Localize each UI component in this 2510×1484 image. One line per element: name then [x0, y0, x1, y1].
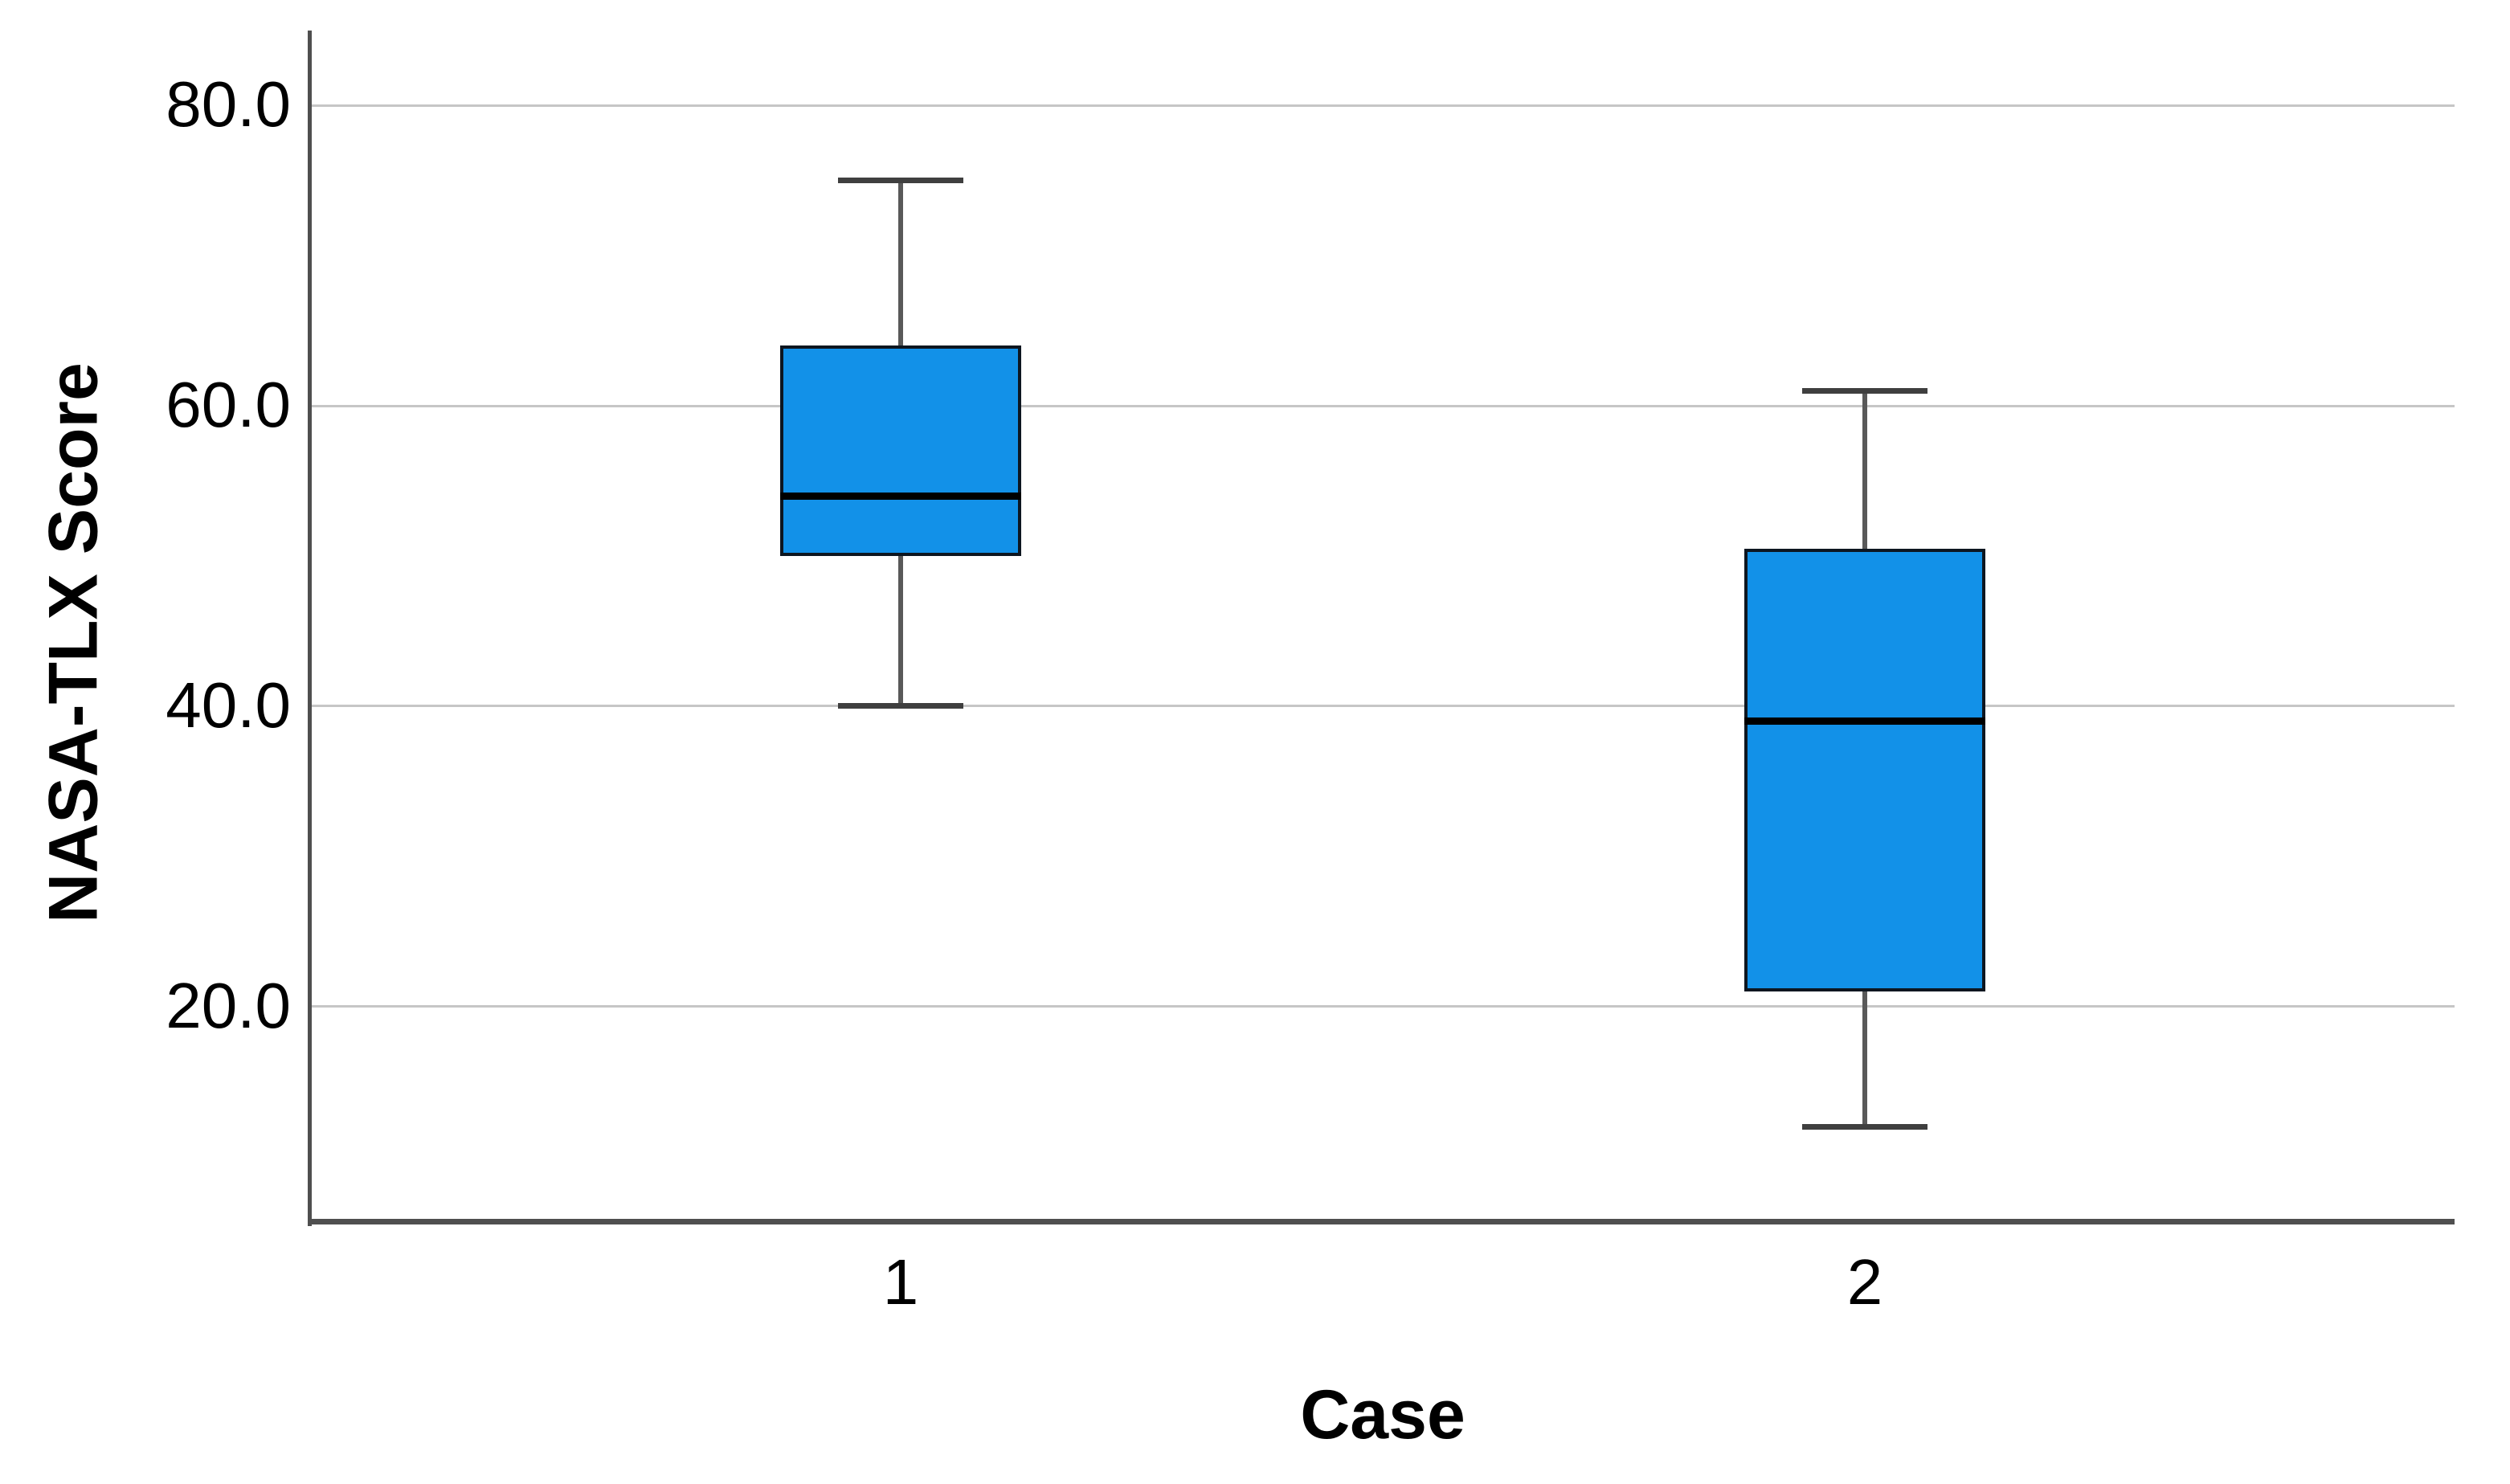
y-tick-label: 40.0: [166, 669, 291, 741]
whisker-bottom-stem-case-2: [1862, 991, 1867, 1126]
y-tick-label: 80.0: [166, 68, 291, 140]
box-body-case-1: [780, 345, 1021, 556]
whisker-top-stem-case-2: [1862, 391, 1867, 549]
grid-line-20: [311, 1005, 2455, 1008]
whisker-max-cap-case-2: [1802, 388, 1927, 394]
x-tick-label: 1: [882, 1246, 919, 1318]
grid-line-40: [311, 705, 2455, 707]
y-axis-line: [308, 31, 312, 1226]
whisker-bottom-stem-case-1: [898, 556, 903, 706]
x-axis-title: Case: [1300, 1376, 1466, 1453]
x-axis-line: [308, 1219, 2455, 1224]
whisker-min-cap-case-2: [1802, 1124, 1927, 1130]
whisker-max-cap-case-1: [838, 178, 963, 183]
whisker-top-stem-case-1: [898, 181, 903, 346]
whisker-min-cap-case-1: [838, 703, 963, 709]
median-line-case-2: [1744, 717, 1985, 725]
grid-line-80: [311, 104, 2455, 107]
grid-line-60: [311, 405, 2455, 407]
x-tick-label: 2: [1846, 1246, 1883, 1318]
box-body-case-2: [1744, 549, 1985, 991]
y-axis-title: NASA-TLX Score: [35, 362, 112, 923]
y-tick-label: 20.0: [166, 970, 291, 1041]
median-line-case-1: [780, 493, 1021, 500]
y-tick-label: 60.0: [166, 369, 291, 440]
